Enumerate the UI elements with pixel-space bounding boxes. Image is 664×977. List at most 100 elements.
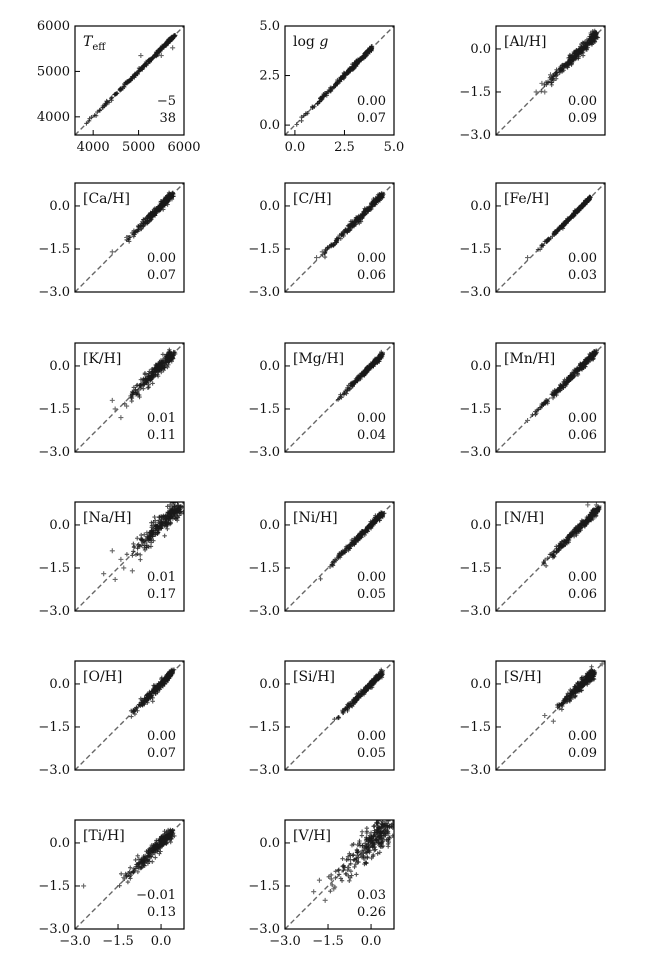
data-point: [591, 676, 597, 682]
data-point: [355, 60, 360, 65]
data-point: [379, 668, 384, 674]
panel-label: [O/H]: [83, 669, 122, 685]
x-tick-label: 6000: [167, 140, 200, 155]
panel-7: 0.0−1.5−3.0[K/H]0.010.11: [38, 342, 185, 460]
y-tick-label: 0.0: [259, 199, 280, 214]
data-point: [390, 833, 394, 839]
bias-value: 0.00: [568, 251, 597, 266]
data-point: [349, 383, 354, 388]
data-point: [363, 52, 369, 57]
data-point: [328, 872, 334, 878]
outlier-point: [118, 556, 124, 562]
data-point: [135, 389, 140, 395]
axes-frame: [495, 182, 606, 293]
bias-value: 0.00: [568, 729, 597, 744]
data-point: [373, 847, 378, 852]
data-point: [159, 366, 165, 371]
data-point: [165, 526, 170, 532]
data-point: [147, 369, 152, 374]
data-point: [369, 361, 374, 367]
data-point: [581, 675, 586, 680]
data-point: [353, 217, 358, 223]
data-point: [593, 511, 599, 516]
x-tick-label: 2.5: [334, 140, 355, 155]
data-point: [150, 859, 155, 864]
data-point: [370, 852, 376, 858]
bias-value: 0.03: [357, 888, 386, 903]
data-point: [551, 78, 556, 83]
data-point: [367, 365, 373, 371]
bias-value: 0.00: [568, 570, 597, 585]
data-point: [371, 833, 376, 839]
data-point: [571, 374, 577, 379]
data-point: [141, 386, 146, 391]
axes-frame: [284, 25, 395, 136]
data-point: [328, 244, 334, 249]
data-point: [149, 520, 154, 525]
panel-label: [Si/H]: [293, 669, 335, 685]
data-point: [385, 829, 391, 834]
data-point: [131, 549, 136, 554]
data-point: [389, 824, 394, 829]
y-tick-label: −1.5: [38, 561, 70, 576]
data-point: [168, 520, 173, 525]
data-point: [332, 241, 337, 247]
y-tick-label: 0.0: [259, 359, 280, 374]
data-point: [335, 715, 341, 721]
scatter-points: [101, 495, 184, 582]
data-point: [169, 495, 173, 499]
data-point: [332, 717, 337, 722]
y-tick-label: 5.0: [259, 19, 280, 34]
data-point: [347, 222, 352, 228]
data-point: [152, 514, 157, 520]
data-point: [379, 844, 385, 849]
data-point: [567, 378, 572, 383]
data-point: [124, 552, 130, 557]
data-point: [378, 812, 382, 816]
y-tick-label: −1.5: [248, 561, 280, 576]
panel-label: [Al/H]: [504, 34, 546, 50]
outlier-point: [314, 255, 320, 261]
data-point: [135, 551, 140, 557]
data-point: [376, 820, 381, 824]
data-point: [345, 867, 350, 873]
data-point: [345, 69, 350, 75]
data-point: [576, 527, 582, 532]
data-point: [563, 383, 568, 389]
data-point: [564, 377, 570, 383]
data-point: [380, 191, 386, 196]
data-point: [591, 509, 596, 515]
data-point: [380, 672, 385, 677]
data-point: [163, 675, 168, 681]
data-point: [381, 830, 386, 835]
data-point: [144, 530, 150, 535]
data-point: [155, 523, 160, 529]
data-point: [369, 855, 374, 861]
scatter-points: [128, 667, 177, 719]
data-point: [150, 381, 155, 386]
data-point: [150, 695, 155, 701]
data-point: [303, 111, 309, 116]
data-point: [352, 864, 357, 870]
data-point: [573, 693, 578, 698]
bias-value: 0.00: [357, 729, 386, 744]
data-point: [581, 518, 586, 524]
data-point: [371, 841, 376, 846]
data-point: [357, 376, 362, 381]
data-point: [170, 513, 176, 519]
data-point: [156, 683, 162, 689]
y-tick-label: −3.0: [248, 285, 280, 300]
data-point: [373, 678, 379, 683]
y-tick-label: −1.5: [459, 85, 491, 100]
data-point: [135, 71, 140, 77]
data-point: [348, 703, 353, 708]
data-point: [146, 219, 151, 224]
data-point: [348, 868, 354, 874]
data-point: [381, 815, 385, 819]
y-tick-label: −1.5: [459, 561, 491, 576]
data-point: [112, 92, 118, 97]
data-point: [560, 222, 566, 227]
data-point: [566, 539, 571, 545]
data-point: [343, 871, 348, 877]
data-point: [145, 373, 151, 378]
